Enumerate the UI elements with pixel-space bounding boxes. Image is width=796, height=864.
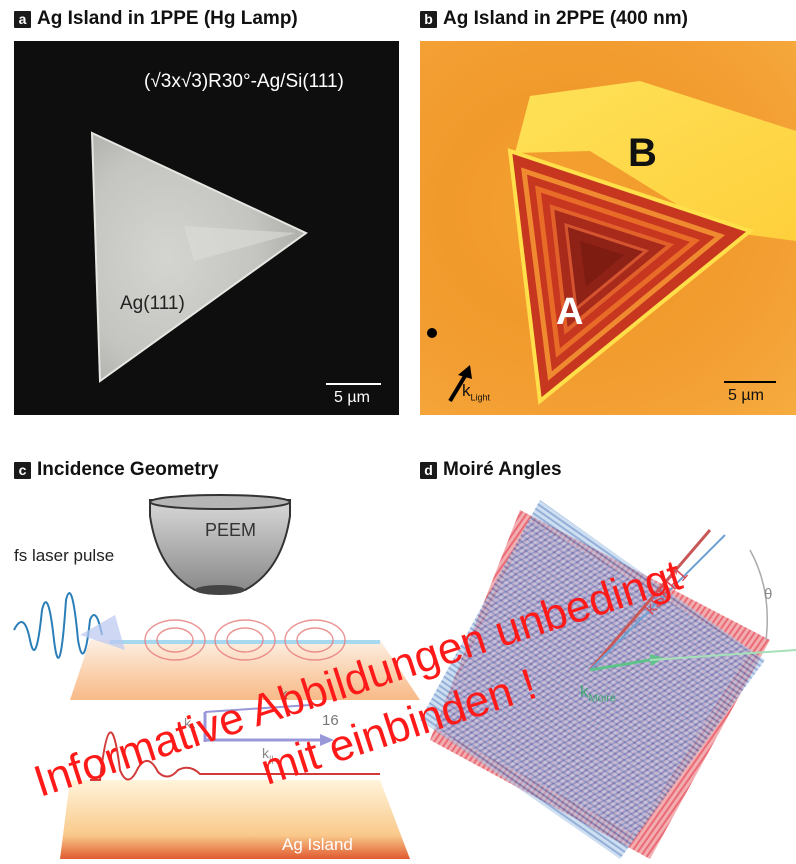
- panel-c-diagram: PEEM fs laser pulse k 16 kz k|| Ag Islan…: [0, 490, 420, 859]
- panel-c-title: c Incidence Geometry: [14, 459, 219, 481]
- kz-k: k: [184, 715, 191, 731]
- kmoire-sub: Moiré: [588, 692, 617, 705]
- label-a: A: [556, 291, 584, 333]
- panel-d-diagram: kSPP1 kMoiré θ: [420, 490, 796, 859]
- kz-label: kz: [184, 715, 196, 734]
- kpar-sub: ||: [269, 753, 274, 764]
- panel-d-title: d Moiré Angles: [420, 459, 562, 481]
- k-label-c: k: [280, 686, 288, 703]
- laser-pulse: [13, 592, 103, 659]
- ag-island-label-c: Ag Island: [282, 835, 353, 854]
- panel-d-title-text: Moiré Angles: [443, 459, 562, 480]
- decaying-wave: [90, 731, 380, 781]
- panel-c-letter: c: [14, 461, 31, 479]
- kmoire-k: k: [580, 682, 589, 701]
- kpar-k: k: [262, 745, 269, 761]
- label-b: B: [628, 131, 657, 175]
- scale-bar-label-a: 5 µm: [334, 389, 370, 406]
- theta-16-label: 16: [322, 712, 339, 729]
- ag111-label: Ag(111): [120, 293, 185, 314]
- peem-label: PEEM: [205, 520, 257, 540]
- panel-b-title: b Ag Island in 2PPE (400 nm): [420, 8, 688, 30]
- panel-b-title-text: Ag Island in 2PPE (400 nm): [443, 8, 688, 29]
- surface-label: (√3x√3)R30°-Ag/Si(111): [144, 71, 344, 92]
- k-light-sub: Light: [470, 392, 491, 403]
- panel-d-letter: d: [420, 461, 437, 479]
- k-light-k: k: [462, 381, 471, 400]
- kmoire-label: kMoiré: [580, 682, 616, 704]
- k-light-label: kLight: [462, 381, 490, 402]
- theta-label-d: θ: [764, 586, 773, 603]
- panel-a-letter: a: [14, 10, 31, 28]
- kpar-label: k||: [262, 745, 274, 764]
- panel-a-image: (√3x√3)R30°-Ag/Si(111) Ag(111) 5 µm: [14, 41, 399, 415]
- panel-a-title-text: Ag Island in 1PPE (Hg Lamp): [37, 8, 298, 29]
- peem-lens: [149, 499, 291, 591]
- fs-laser-label: fs laser pulse: [14, 546, 115, 565]
- kz-sub: z: [191, 723, 196, 734]
- scale-bar-label-b: 5 µm: [728, 387, 764, 404]
- panel-b-image: B A kLight 5 µm: [420, 41, 796, 415]
- panel-a-title: a Ag Island in 1PPE (Hg Lamp): [14, 8, 298, 30]
- panel-c-title-text: Incidence Geometry: [37, 459, 219, 480]
- panel-b-letter: b: [420, 10, 437, 28]
